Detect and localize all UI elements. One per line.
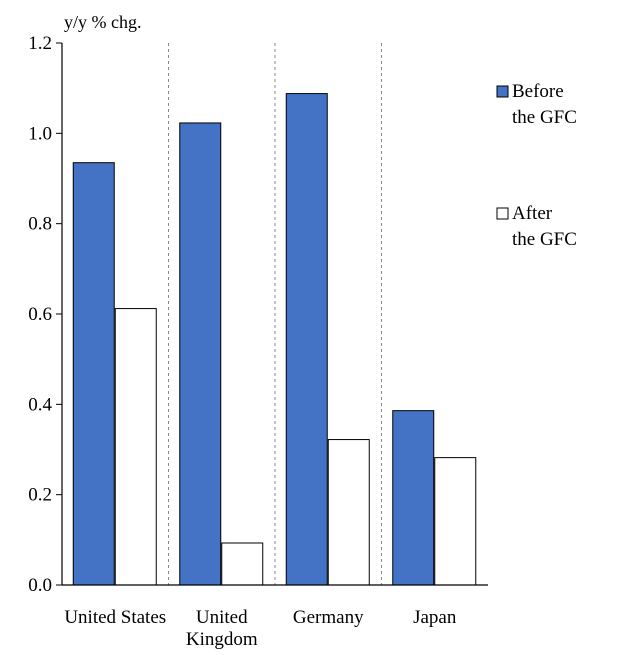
- x-tick-label: Kingdom: [186, 629, 258, 650]
- bar-after-gfc: [327, 439, 370, 586]
- legend-label-after: the GFC: [512, 229, 577, 250]
- legend-label-before: the GFC: [512, 107, 577, 128]
- x-tick-label: Germany: [293, 607, 364, 628]
- legend-swatch-after: [496, 207, 509, 220]
- y-tick-label: 0.4: [28, 394, 52, 415]
- y-tick-label: 0.0: [28, 575, 52, 596]
- bar-before-gfc: [72, 162, 115, 586]
- y-tick-label: 1.0: [28, 123, 52, 144]
- y-tick-label: 0.6: [28, 304, 52, 325]
- x-tick-label: United States: [64, 607, 166, 628]
- plot-area: 0.0 0.2 0.4 0.6 0.8 1.0 1.2 United States United…: [28, 33, 577, 650]
- bar-before-gfc: [392, 410, 435, 586]
- bar-after-gfc: [114, 308, 157, 586]
- bar-after-gfc: [221, 542, 264, 586]
- legend-label-before: Before: [512, 81, 564, 102]
- y-tick-label: 1.2: [28, 33, 52, 54]
- unit-label: y/y % chg.: [64, 12, 141, 32]
- x-tick-label: United: [196, 607, 248, 628]
- bar-after-gfc: [434, 457, 477, 586]
- legend-swatch-before: [496, 85, 509, 98]
- x-tick-label: Japan: [413, 607, 457, 628]
- bar-before-gfc: [179, 122, 222, 586]
- legend-label-after: After: [512, 203, 553, 224]
- y-tick-label: 0.8: [28, 214, 52, 235]
- bar-before-gfc: [285, 93, 328, 586]
- y-tick-label: 0.2: [28, 485, 52, 506]
